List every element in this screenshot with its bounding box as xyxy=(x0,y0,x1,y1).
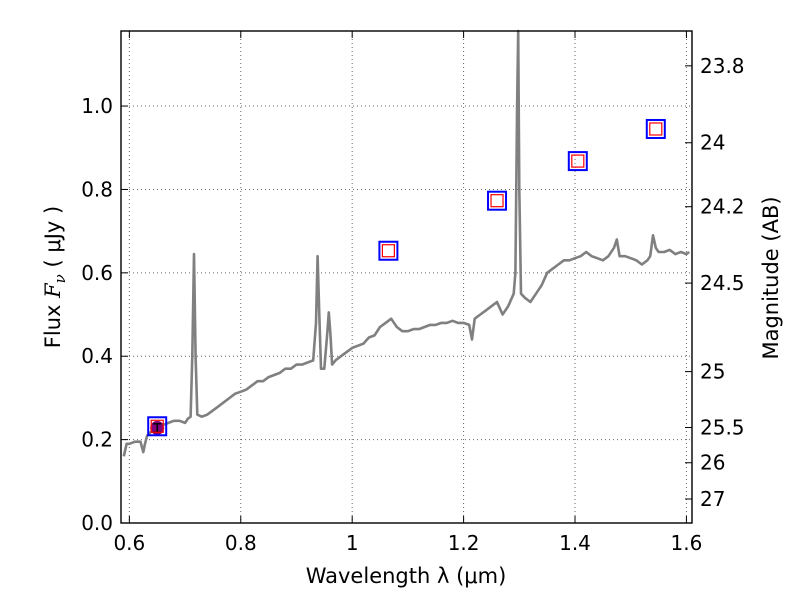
y-tick-label: 0.6 xyxy=(81,261,113,285)
magnitude-axis-ticks: 23.8 24 24.2 24.5 25 25.5 26 27 xyxy=(685,54,745,511)
y-axis-label-units: ( μJy ) xyxy=(41,206,65,274)
y-tick-label: 0.0 xyxy=(81,511,113,535)
x-axis-label: Wavelength λ (μm) xyxy=(306,564,507,588)
spectrum-layer xyxy=(122,29,690,457)
x-axis-ticks: 0.6 0.8 1 1.2 1.4 1.6 xyxy=(113,31,702,555)
x-tick-label: 1.6 xyxy=(671,531,703,555)
observed-photometry-marker xyxy=(567,151,588,172)
model-photometry-marker xyxy=(381,244,395,258)
x-tick-label: 1 xyxy=(346,531,359,555)
x-tick-label: 0.6 xyxy=(113,531,145,555)
model-photometry-marker xyxy=(571,154,585,168)
magnitude-axis-label: Magnitude (AB) xyxy=(759,196,783,359)
plot-frame xyxy=(120,30,693,524)
y-tick-label: 0.4 xyxy=(81,344,113,368)
observed-photometry-marker xyxy=(378,240,399,261)
y-tick-label: 1.0 xyxy=(81,94,113,118)
y-axis-label: Flux Fν ( μJy ) xyxy=(41,206,69,348)
magnitude-tick-label: 23.8 xyxy=(700,54,745,78)
magnitude-tick-label: 26 xyxy=(700,451,725,475)
y-axis-ticks: 0.0 0.2 0.4 0.6 0.8 1.0 xyxy=(81,94,128,535)
y-tick-label: 0.8 xyxy=(81,177,113,201)
y-tick-label: 0.2 xyxy=(81,428,113,452)
photometry-markers xyxy=(147,118,666,437)
magnitude-tick-label: 24.5 xyxy=(700,271,745,295)
model-photometry-marker xyxy=(649,122,663,136)
observed-photometry-marker xyxy=(487,190,508,211)
y-axis-label-symbol: F xyxy=(41,282,65,299)
magnitude-tick-label: 24 xyxy=(700,131,725,155)
spectrum-line xyxy=(122,29,690,457)
x-tick-label: 0.8 xyxy=(225,531,257,555)
y-axis-label-prefix: Flux xyxy=(41,298,65,348)
observed-photometry-marker xyxy=(645,118,666,139)
model-photometry-marker xyxy=(150,419,164,433)
observed-photometry-marker xyxy=(147,416,168,437)
magnitude-tick-label: 24.2 xyxy=(700,195,745,219)
magnitude-tick-label: 25.5 xyxy=(700,415,745,439)
x-tick-label: 1.4 xyxy=(559,531,591,555)
magnitude-tick-label: 25 xyxy=(700,360,725,384)
y-axis-label-subscript: ν xyxy=(51,274,69,283)
x-tick-label: 1.2 xyxy=(448,531,480,555)
magnitude-tick-label: 27 xyxy=(700,487,725,511)
model-photometry-marker xyxy=(490,194,504,208)
